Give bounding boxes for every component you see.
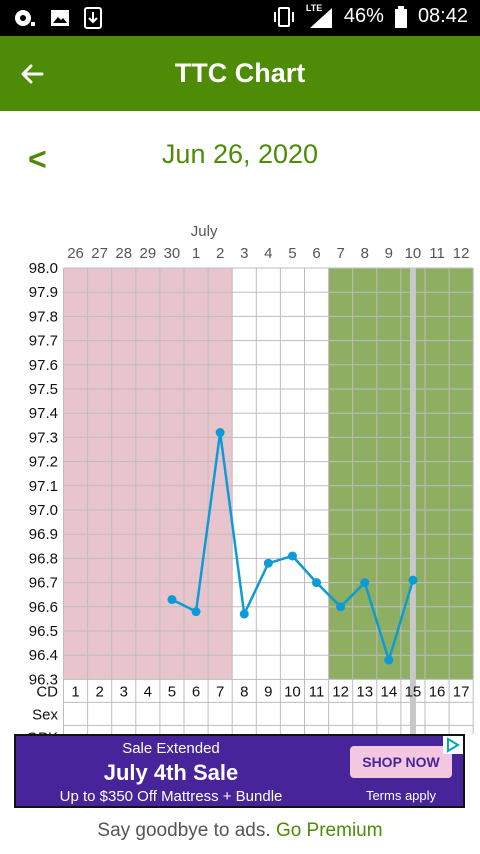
y-tick-label: 96.4 <box>29 647 58 664</box>
signal-icon <box>309 7 332 28</box>
cycle-day-label: 8 <box>240 683 248 700</box>
ad-terms: Terms apply <box>365 788 437 803</box>
period-region <box>63 268 233 680</box>
x-date-label: 26 <box>67 245 84 262</box>
month-label: July <box>191 223 218 240</box>
battery-icon <box>394 5 407 28</box>
x-date-label: 2 <box>216 245 224 262</box>
go-premium-link[interactable]: Go Premium <box>275 820 383 841</box>
x-date-label: 3 <box>240 245 248 262</box>
status-bar: LTE 46% 08:42 <box>0 0 480 36</box>
x-date-label: 8 <box>361 245 369 262</box>
date-navigation: < Jun 26, 2020 <box>0 111 480 201</box>
cycle-day-label: 10 <box>284 683 301 700</box>
cycle-day-label: 14 <box>381 683 398 700</box>
y-tick-label: 98.0 <box>29 260 58 277</box>
x-date-label: 1 <box>192 245 200 262</box>
network-type: LTE <box>305 2 323 13</box>
cycle-day-label: 9 <box>264 683 272 700</box>
cycle-day-label: 3 <box>120 683 128 700</box>
cycle-day-label: 13 <box>356 683 373 700</box>
app-bar: TTC Chart <box>0 36 480 111</box>
previous-date-button[interactable]: < <box>28 141 47 177</box>
y-tick-label: 97.0 <box>29 502 58 519</box>
x-date-label: 7 <box>336 245 344 262</box>
cycle-day-label: 16 <box>429 683 446 700</box>
notification-icon <box>15 10 35 26</box>
ad-line3: Up to $350 Off Mattress + Bundle <box>59 788 283 805</box>
row-label: OPK <box>26 729 58 734</box>
temperature-point <box>215 428 225 438</box>
temperature-point <box>384 655 394 665</box>
image-icon <box>51 10 69 26</box>
ad-banner[interactable]: Sale Extended July 4th Sale Up to $350 O… <box>14 734 465 808</box>
row-label: CD <box>36 683 58 700</box>
temperature-point <box>408 575 418 585</box>
x-date-label: 30 <box>164 245 181 262</box>
y-tick-label: 96.7 <box>29 575 58 592</box>
y-tick-label: 97.5 <box>29 381 58 398</box>
cycle-day-label: 4 <box>144 683 152 700</box>
y-tick-label: 97.6 <box>29 357 58 374</box>
x-date-label: 5 <box>288 245 296 262</box>
temperature-point <box>191 607 201 617</box>
row-label: Sex <box>32 706 58 723</box>
cycle-day-label: 5 <box>168 683 176 700</box>
temperature-point <box>167 595 177 605</box>
page-title: TTC Chart <box>174 58 306 88</box>
cycle-day-label: 17 <box>453 683 470 700</box>
cycle-day-label: 7 <box>216 683 224 700</box>
today-marker <box>409 268 416 734</box>
y-tick-label: 97.2 <box>29 454 58 471</box>
footer-text: Say goodbye to ads. <box>97 820 271 841</box>
x-date-label: 9 <box>385 245 393 262</box>
temperature-point <box>312 578 322 588</box>
y-tick-label: 97.7 <box>29 333 58 350</box>
adchoices-icon[interactable] <box>443 736 463 754</box>
cycle-day-label: 12 <box>332 683 349 700</box>
y-tick-label: 96.6 <box>29 599 58 616</box>
battery-percent: 46% <box>343 5 384 27</box>
y-tick-label: 96.5 <box>29 623 58 640</box>
y-tick-label: 96.8 <box>29 550 58 567</box>
cycle-day-label: 6 <box>192 683 200 700</box>
cycle-day-label: 2 <box>95 683 103 700</box>
y-tick-label: 96.3 <box>29 671 58 688</box>
temperature-point <box>336 602 346 612</box>
x-date-label: 10 <box>405 245 422 262</box>
current-date: Jun 26, 2020 <box>161 139 319 169</box>
back-arrow-icon[interactable] <box>16 58 48 90</box>
cycle-day-label: 1 <box>71 683 79 700</box>
download-icon <box>84 7 102 29</box>
ad-line1: Sale Extended <box>122 740 220 757</box>
x-date-label: 27 <box>91 245 108 262</box>
premium-footer: Say goodbye to ads. Go Premium <box>0 820 480 842</box>
y-tick-label: 97.4 <box>29 405 58 422</box>
y-tick-label: 96.9 <box>29 526 58 543</box>
y-tick-label: 97.9 <box>29 284 58 301</box>
vibrate-icon <box>273 6 294 27</box>
clock: 08:42 <box>417 5 468 27</box>
y-tick-label: 97.8 <box>29 308 58 325</box>
temperature-point <box>263 558 273 568</box>
ad-line2: July 4th Sale <box>103 760 239 785</box>
x-date-label: 12 <box>453 245 470 262</box>
temperature-point <box>239 609 249 619</box>
cycle-day-label: 11 <box>309 683 325 700</box>
x-date-label: 28 <box>115 245 132 262</box>
ttc-chart[interactable]: July 26 27 28 29 30 1 2 3 4 5 6 7 8 9 10 11 12 98.0 97.9 97.… <box>0 201 480 734</box>
y-tick-label: 97.1 <box>29 478 58 495</box>
y-tick-label: 97.3 <box>29 429 58 446</box>
cycle-day-label: 15 <box>405 683 422 700</box>
temperature-point <box>287 551 297 561</box>
temperature-point <box>360 578 370 588</box>
x-date-label: 4 <box>264 245 272 262</box>
x-date-label: 11 <box>429 245 445 262</box>
x-date-label: 29 <box>140 245 157 262</box>
x-date-label: 6 <box>312 245 320 262</box>
shop-now-button[interactable]: SHOP NOW <box>350 746 452 778</box>
